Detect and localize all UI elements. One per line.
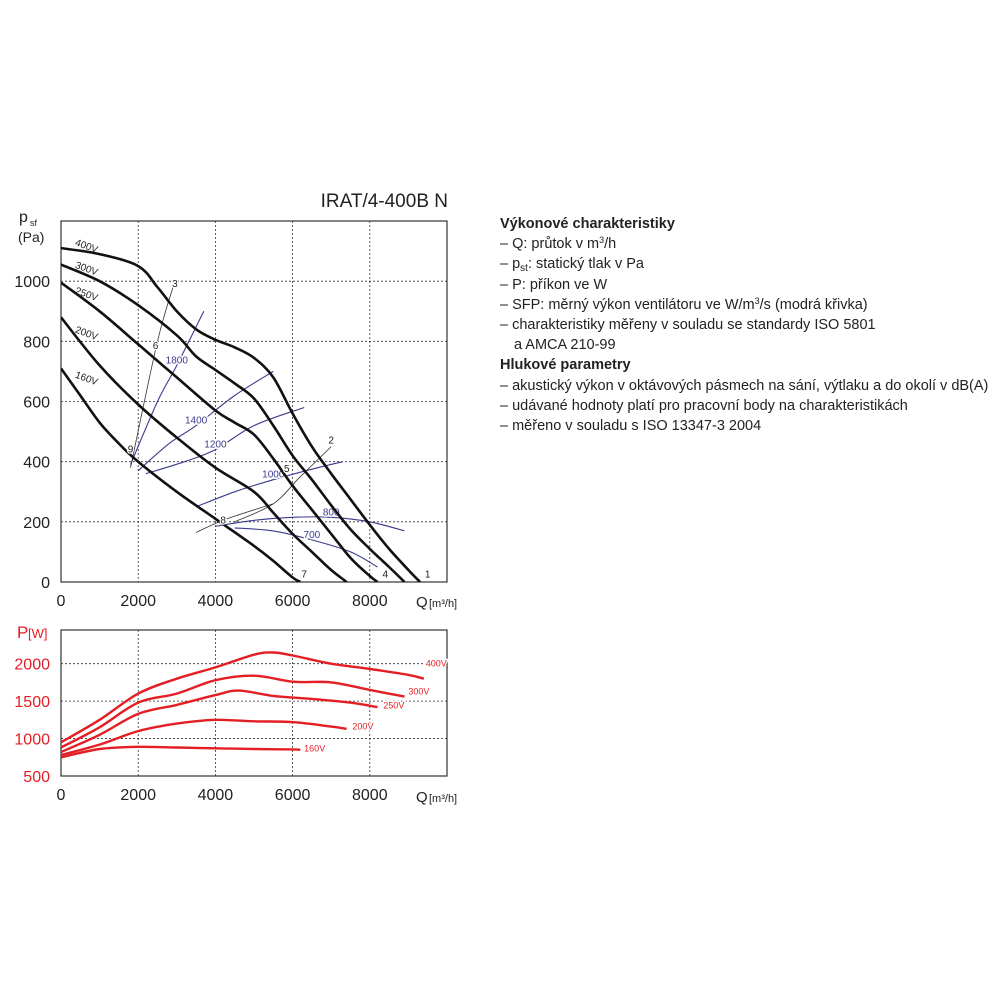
x-tick-label: 4000: [198, 787, 234, 804]
x-tick-label: 6000: [275, 787, 311, 804]
pressure-curve: [61, 316, 348, 582]
power-curve: [61, 651, 425, 744]
y-axis-label-sub: sf: [30, 218, 38, 228]
operating-point-label: 4: [382, 569, 388, 580]
sfp-curve-label: 1800: [166, 355, 189, 366]
legend-subscript: st: [520, 263, 528, 275]
y-axis-unit: (Pa): [18, 229, 44, 245]
pressure-chart: 0 2000 4000 6000 8000 0 200 400 600 800 1000 p sf(Pa…: [14, 209, 457, 611]
power-chart: 0 2000 4000 6000 8000 500 1000 1500 2000 P [W] Q [m³…: [14, 623, 457, 806]
legend-item: – udávané hodnoty platí pro pracovní bod…: [500, 397, 908, 414]
plot-area: 1800 1400 1200 1000 800 700: [61, 246, 421, 582]
pressure-curve: [61, 367, 301, 582]
y-axis-unit: [W]: [28, 626, 48, 641]
y-tick-label: 0: [41, 575, 50, 592]
sfp-curve: [234, 527, 378, 568]
y-axis-label: P: [17, 623, 28, 642]
sfp-curve: [195, 461, 343, 508]
legend-item: – charakteristiky měřeny v souladu se st…: [500, 317, 876, 334]
x-axis-label: Q: [416, 789, 428, 806]
y-tick-label: 800: [23, 334, 50, 351]
operating-point-label: 9: [128, 445, 134, 456]
x-tick-label: 0: [57, 787, 66, 804]
x-tick-label: 0: [57, 593, 66, 610]
operating-point-label: 6: [153, 341, 159, 352]
legend-item: – pst: statický tlak v Pa: [500, 256, 644, 275]
x-tick-label: 8000: [352, 787, 388, 804]
legend-item: – P: příkon ve W: [500, 276, 608, 293]
pressure-curve: [61, 263, 406, 582]
legend-list-performance: – Q: průtok v m3/h – pst: statický tlak v…: [500, 234, 990, 355]
operating-point-label: 3: [172, 279, 178, 290]
legend-item: – Q: průtok v m3/h: [500, 235, 617, 253]
sfp-curve: [129, 311, 205, 465]
power-curve: [61, 689, 378, 754]
system-line: [130, 281, 176, 468]
legend-superscript: 3: [599, 235, 605, 246]
y-tick-label: 1500: [14, 694, 50, 711]
pressure-curve: [61, 281, 379, 582]
sfp-curve-label: 1000: [262, 470, 285, 481]
series-label: 400V: [73, 238, 99, 256]
series-label: 160V: [73, 370, 99, 388]
x-axis-unit: [m³/h]: [429, 598, 457, 610]
series-label: 400V: [426, 659, 447, 669]
legend-item: a AMCA 210-99: [514, 337, 616, 354]
operating-point-label: 1: [425, 569, 431, 580]
y-axis-label: p: [19, 209, 28, 226]
legend-heading-noise: Hlukové parametry: [500, 357, 631, 374]
legend-item: – SFP: měrný výkon ventilátoru ve W/m3/s…: [500, 295, 868, 313]
y-tick-label: 200: [23, 515, 50, 532]
system-line: [234, 446, 332, 523]
legend-superscript: 3: [754, 295, 760, 306]
series-label: 200V: [352, 722, 373, 732]
power-curve: [61, 718, 347, 757]
system-line: [195, 503, 274, 533]
x-tick-label: 2000: [120, 593, 156, 610]
x-tick-label: 6000: [275, 593, 311, 610]
operating-point-label: 7: [301, 569, 307, 580]
pressure-curve: [61, 246, 421, 582]
x-axis-label: Q: [416, 594, 428, 611]
x-tick-label: 8000: [352, 593, 388, 610]
x-axis-unit: [m³/h]: [429, 793, 457, 805]
legend-heading-performance: Výkonové charakteristiky: [500, 216, 675, 232]
y-tick-label: 400: [23, 455, 50, 472]
power-curve: [61, 745, 301, 759]
legend-panel: Výkonové charakteristiky – Q: průtok v m…: [500, 214, 990, 436]
y-tick-label: 500: [23, 769, 50, 786]
sfp-curve-label: 1200: [204, 440, 227, 451]
legend-list-noise: – akustický výkon v oktávových pásmech n…: [500, 376, 990, 437]
operating-point-label: 2: [328, 436, 334, 447]
y-tick-label: 1000: [14, 732, 50, 749]
sfp-curve-label: 800: [323, 507, 340, 518]
series-label: 300V: [408, 686, 429, 696]
legend-item: – akustický výkon v oktávových pásmech n…: [500, 377, 989, 394]
plot-frame: [60, 629, 448, 777]
series-label: 160V: [304, 743, 325, 753]
x-tick-label: 4000: [198, 593, 234, 610]
sfp-curve-label: 1400: [185, 416, 208, 427]
sfp-curve: [137, 370, 274, 472]
chart-title: IRAT/4-400B N: [321, 191, 448, 212]
power-curve: [61, 674, 405, 749]
y-tick-label: 1000: [14, 274, 50, 291]
plot-area: [61, 651, 425, 759]
y-tick-label: 2000: [14, 657, 50, 674]
legend-item: – měřeno v souladu s ISO 13347-3 2004: [500, 418, 762, 435]
sfp-curve-label: 700: [304, 530, 321, 541]
series-label: 200V: [73, 325, 99, 343]
y-tick-label: 600: [23, 395, 50, 412]
operating-point-label: 8: [220, 515, 226, 526]
x-tick-label: 2000: [120, 787, 156, 804]
series-label: 250V: [383, 701, 404, 711]
sfp-curve: [215, 516, 405, 532]
operating-point-label: 5: [284, 464, 290, 475]
